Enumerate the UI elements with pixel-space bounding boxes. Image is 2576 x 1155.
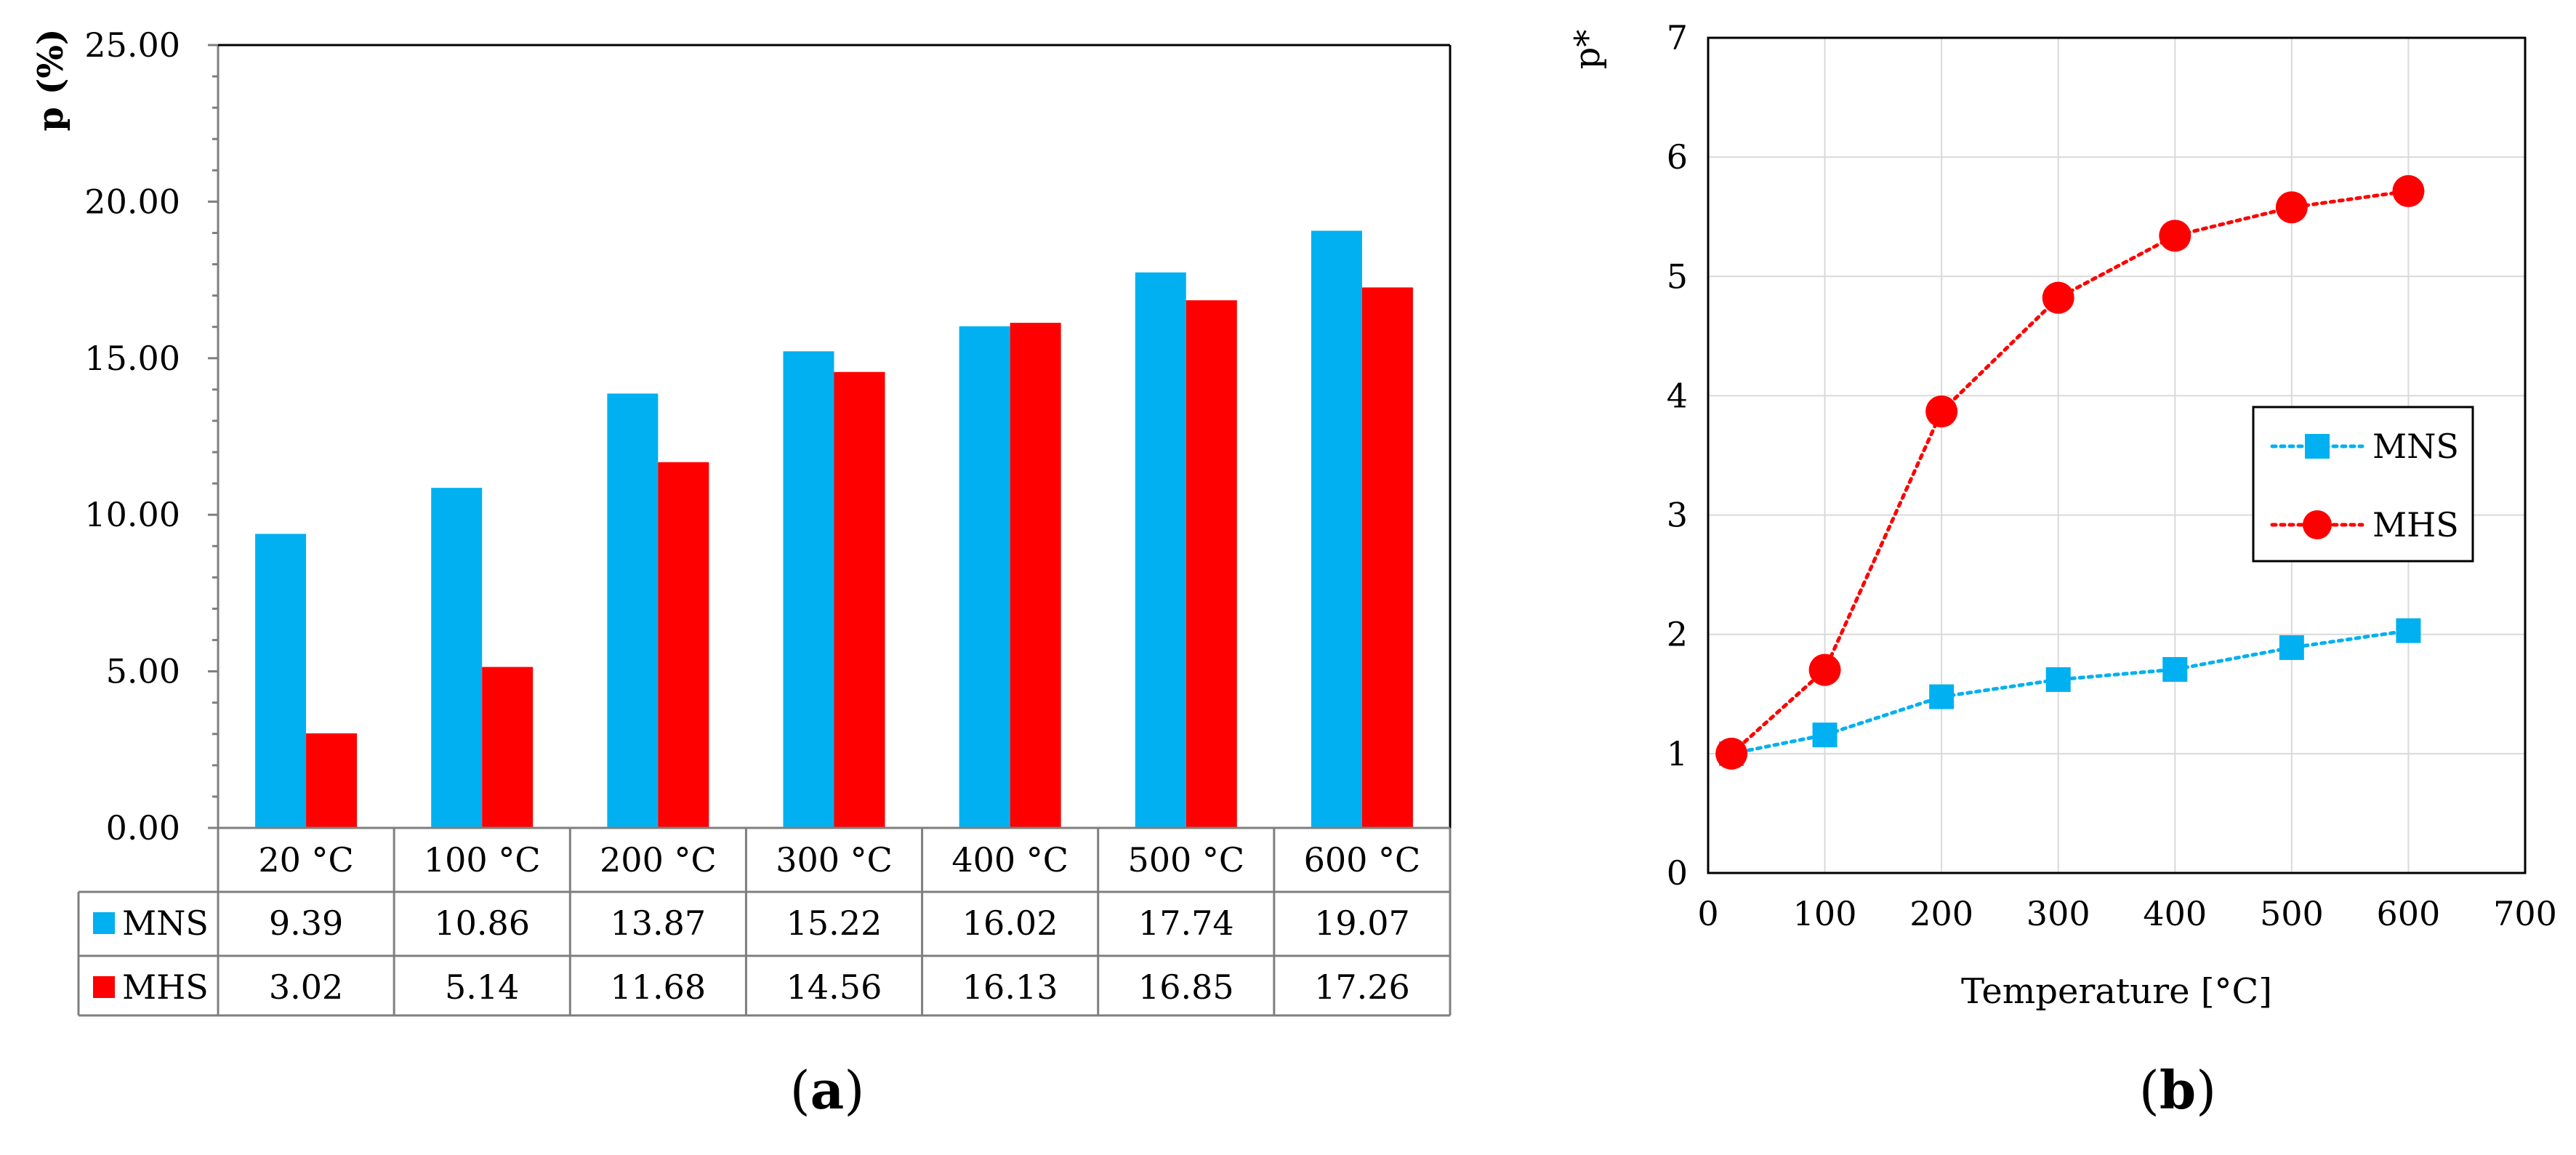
y-tick-label: 5.00: [106, 652, 180, 691]
table-header-cell: 20 °C: [258, 840, 353, 880]
y-axis-ticks: 0.00 5.00 10.00 15.00 20.00 25.00: [84, 25, 218, 848]
bar-mhs: [1010, 323, 1061, 828]
legend-label: MHS: [2372, 505, 2459, 544]
bar-mns: [783, 351, 834, 828]
table-header-cell: 600 °C: [1304, 840, 1421, 880]
legend-box: [2252, 406, 2474, 563]
table-row-label: MNS: [122, 904, 209, 943]
y-tick-label: 7: [1667, 18, 1688, 57]
panel-label-b: (b): [2139, 1059, 2217, 1121]
table-header-cell: 400 °C: [951, 840, 1068, 880]
table-cell: 11.68: [611, 967, 707, 1007]
bar-mns: [959, 326, 1010, 828]
data-point-mhs: [1925, 395, 1958, 428]
table-row-label: MHS: [122, 967, 209, 1007]
table-cell: 14.56: [786, 967, 882, 1007]
line-chart-panel: 0 100 200 300 400 500 600 700 0 1 2 3 4 5 6 7 p* Temper…: [1567, 18, 2557, 1121]
table-cell: 13.87: [611, 904, 707, 943]
x-tick-label: 0: [1697, 894, 1718, 933]
y-axis-title: p (%): [31, 28, 71, 131]
y-tick-label: 15.00: [84, 339, 180, 378]
bar-chart-panel: 0.00 5.00 10.00 15.00 20.00 25.00 p (%) 20 °C…: [31, 25, 1452, 1121]
y-tick-label: 3: [1667, 496, 1688, 535]
bar-mns: [1311, 230, 1362, 829]
y-tick-label: 0: [1667, 853, 1688, 893]
y-tick-label: 2: [1667, 615, 1688, 654]
bar-mhs: [482, 667, 534, 828]
table-cell: 5.14: [445, 967, 519, 1007]
data-point-mhs: [2275, 191, 2308, 224]
x-tick-label: 700: [2493, 894, 2557, 933]
x-tick-label: 600: [2377, 894, 2441, 933]
axis-ticks: 0 100 200 300 400 500 600 700 0 1 2 3 4 5 6 7: [1667, 18, 2557, 933]
x-tick-label: 100: [1793, 894, 1857, 933]
data-point-mns: [2162, 656, 2188, 682]
table-cell: 9.39: [269, 904, 343, 943]
table-legend-swatch-mns: [93, 912, 115, 934]
bar-mns: [607, 393, 659, 828]
bar-mhs: [658, 462, 709, 828]
series-group: [1715, 174, 2425, 770]
bar-mhs: [1361, 287, 1413, 828]
bar-mhs: [1186, 300, 1237, 828]
table-header-cell: 500 °C: [1127, 840, 1244, 880]
table-legend-swatch-mhs: [93, 976, 115, 998]
data-point-mns: [2396, 618, 2421, 643]
y-axis-title: p*: [1567, 30, 1608, 70]
y-tick-label: 1: [1667, 734, 1688, 773]
bar-group: [255, 230, 1413, 829]
bar-mns: [1135, 272, 1186, 828]
data-point-mns: [1929, 684, 1955, 709]
y-tick-label: 6: [1667, 137, 1688, 177]
data-point-mhs: [2042, 281, 2074, 314]
data-point-mhs: [2159, 220, 2191, 252]
y-tick-label: 20.00: [84, 182, 180, 221]
bar-mhs: [306, 733, 358, 828]
x-tick-label: 300: [2026, 894, 2090, 933]
legend-marker-mns: [2305, 434, 2330, 459]
x-axis-title: Temperature [°C]: [1961, 971, 2272, 1012]
data-point-mns: [2279, 635, 2304, 660]
y-tick-label: 4: [1667, 376, 1688, 415]
table-cell: 15.22: [786, 904, 882, 943]
legend-marker-mhs: [2303, 510, 2332, 539]
bar-mns: [255, 534, 307, 828]
data-point-mns: [1812, 723, 1838, 748]
line-plot-area: [1707, 36, 2527, 874]
table-cell: 16.85: [1138, 967, 1234, 1007]
table-cell: 3.02: [269, 967, 343, 1007]
data-point-mns: [2045, 667, 2071, 692]
table-cell: 10.86: [434, 904, 530, 943]
y-tick-label: 0.00: [106, 808, 180, 848]
y-tick-label: 25.00: [84, 25, 180, 65]
legend: MNS MHS: [2252, 406, 2474, 563]
table-cell: 16.02: [962, 904, 1058, 943]
x-tick-label: 200: [1909, 894, 1973, 933]
table-header-cell: 200 °C: [600, 840, 717, 880]
bar-mhs: [834, 371, 885, 828]
table-cell: 19.07: [1314, 904, 1410, 943]
data-point-mhs: [1715, 737, 1748, 770]
table-cell: 17.26: [1314, 967, 1410, 1007]
y-tick-label: 5: [1667, 257, 1688, 296]
table-cell: 16.13: [962, 967, 1058, 1007]
y-tick-label: 10.00: [84, 495, 180, 534]
panel-label-a: (a): [790, 1059, 865, 1121]
table-header-cell: 100 °C: [424, 840, 541, 880]
x-tick-label: 400: [2143, 894, 2207, 933]
bar-mns: [431, 488, 483, 828]
data-table: 20 °C 100 °C 200 °C 300 °C 400 °C 500 °C 600 °…: [77, 826, 1452, 1017]
x-tick-label: 500: [2260, 894, 2324, 933]
table-cell: 17.74: [1138, 904, 1234, 943]
table-header-cell: 300 °C: [776, 840, 893, 880]
legend-label: MNS: [2372, 427, 2459, 466]
data-point-mhs: [1808, 653, 1841, 686]
data-point-mhs: [2392, 174, 2425, 207]
